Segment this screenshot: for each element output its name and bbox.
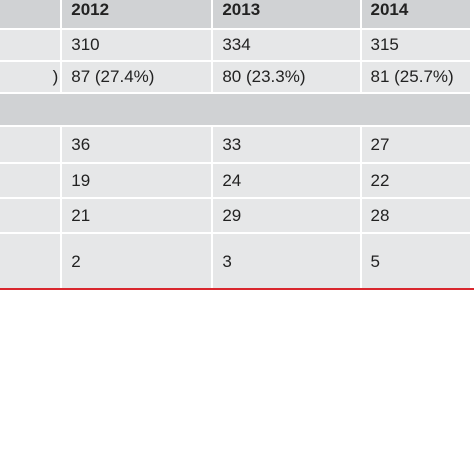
cell: 2	[60, 232, 214, 291]
column-header: 2012	[60, 0, 214, 30]
cell: 36	[60, 125, 214, 164]
row-label	[0, 125, 63, 164]
row-label	[0, 162, 63, 199]
cell: 21	[60, 197, 214, 234]
section-cell	[0, 92, 472, 127]
bottom-rule	[0, 288, 474, 290]
row: 310 334 315	[0, 28, 473, 62]
row-label	[0, 28, 63, 62]
row: 36 33 27	[0, 125, 473, 164]
cell: 315	[359, 28, 473, 62]
cell: 3	[211, 232, 362, 291]
cell: 80 (23.3%)	[211, 60, 362, 94]
row-label	[0, 197, 63, 234]
cell: 27	[359, 125, 473, 164]
row: 2 3 5	[0, 232, 473, 291]
cell: 81 (25.7%)	[359, 60, 473, 94]
cell: 19	[60, 162, 214, 199]
cell: 28	[359, 197, 473, 234]
header-row: 2012 2013 2014	[0, 0, 473, 30]
stub-header	[0, 0, 63, 30]
row: 21 29 28	[0, 197, 473, 234]
cell: 334	[211, 28, 362, 62]
row-label	[0, 232, 63, 291]
row-label: )	[0, 60, 63, 94]
row: ) 87 (27.4%) 80 (23.3%) 81 (25.7%)	[0, 60, 473, 94]
column-header: 2013	[211, 0, 362, 30]
cell: 5	[359, 232, 473, 291]
cell: 310	[60, 28, 214, 62]
row: 19 24 22	[0, 162, 473, 199]
cell: 87 (27.4%)	[60, 60, 214, 94]
column-header: 2014	[359, 0, 473, 30]
data-table: 2012 2013 2014 310 334 315 ) 87 (27.4%) …	[0, 0, 473, 291]
cell: 24	[211, 162, 362, 199]
cell: 29	[211, 197, 362, 234]
cell: 33	[211, 125, 362, 164]
cell: 22	[359, 162, 473, 199]
section-row	[0, 92, 472, 127]
